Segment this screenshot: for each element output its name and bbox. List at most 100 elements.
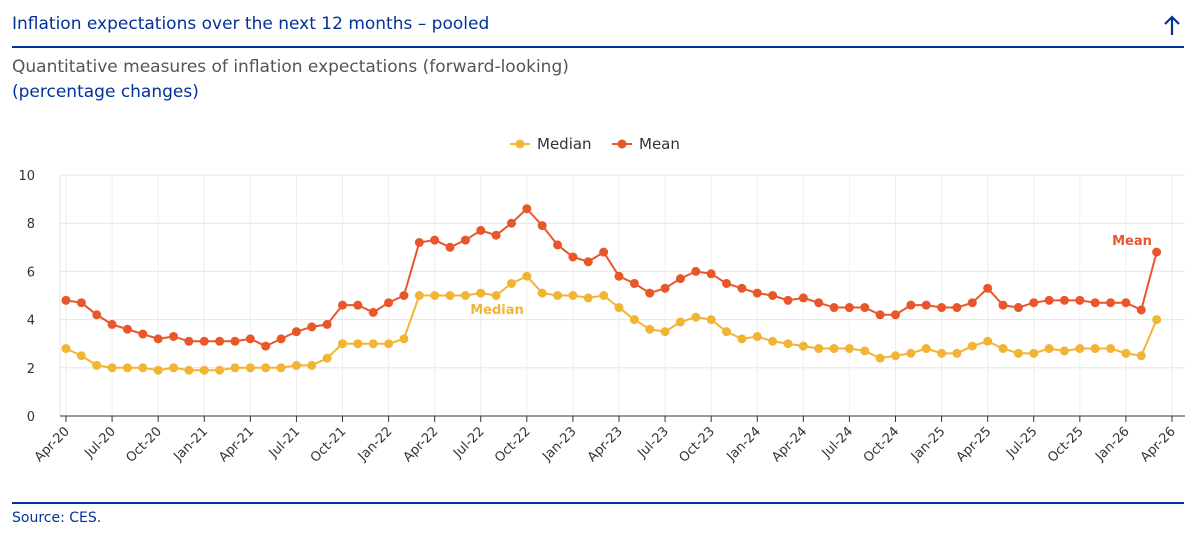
data-point — [645, 288, 655, 298]
x-tick-label: Jul-22 — [450, 424, 487, 461]
data-point — [952, 348, 962, 358]
data-point — [675, 274, 685, 284]
data-point — [983, 336, 993, 346]
data-point — [276, 334, 286, 344]
x-tick-label: Oct-22 — [492, 424, 534, 466]
data-point — [1136, 351, 1146, 361]
series-line — [65, 275, 1158, 372]
units: (percentage changes) — [12, 82, 199, 102]
data-point — [691, 266, 701, 276]
series-line — [65, 207, 1158, 348]
data-point — [92, 360, 102, 370]
data-point — [322, 353, 332, 363]
data-point — [199, 336, 209, 346]
x-tick-label: Jan-23 — [539, 424, 580, 465]
data-point — [875, 310, 885, 320]
data-point — [61, 295, 71, 305]
data-point — [568, 252, 578, 262]
data-point — [230, 336, 240, 346]
data-point — [906, 348, 916, 358]
data-point — [261, 341, 271, 351]
data-point — [844, 344, 854, 354]
data-point — [430, 235, 440, 245]
data-point — [230, 363, 240, 373]
data-point — [399, 291, 409, 300]
data-point — [860, 346, 870, 356]
data-point — [353, 300, 363, 310]
data-point — [107, 319, 117, 329]
data-point — [122, 324, 132, 334]
subtitle: Quantitative measures of inflation expec… — [12, 57, 569, 77]
data-point — [276, 363, 286, 373]
data-point — [245, 334, 255, 344]
data-point — [537, 288, 547, 298]
data-point — [737, 334, 747, 344]
data-point — [430, 291, 440, 300]
data-point — [860, 303, 870, 313]
x-tick-label: Apr-20 — [32, 424, 73, 465]
data-point — [768, 291, 778, 300]
data-point — [983, 283, 993, 293]
data-point — [491, 291, 501, 300]
data-point — [998, 344, 1008, 354]
data-point — [153, 334, 163, 344]
data-point — [783, 339, 793, 349]
data-point — [522, 204, 532, 214]
x-tick-label: Apr-23 — [585, 424, 626, 465]
x-tick-label: Jul-25 — [1003, 424, 1040, 461]
data-point — [568, 291, 578, 300]
x-tick-label: Jul-20 — [81, 424, 118, 461]
data-point — [537, 221, 547, 231]
data-point — [722, 327, 732, 337]
data-point — [61, 344, 71, 354]
x-tick-label: Apr-26 — [1138, 424, 1179, 465]
annotation: Median — [470, 303, 524, 318]
data-point — [506, 218, 516, 228]
data-point — [1029, 348, 1039, 358]
data-point — [1152, 247, 1162, 257]
data-point — [891, 310, 900, 320]
x-tick-label: Oct-21 — [308, 424, 350, 466]
data-point — [875, 353, 885, 363]
data-point — [460, 291, 470, 300]
data-point — [1013, 303, 1023, 313]
data-point — [1106, 298, 1116, 308]
x-tick-label: Oct-25 — [1045, 424, 1087, 466]
data-point — [353, 339, 363, 349]
collapse-icon[interactable] — [1160, 14, 1184, 38]
legend-marker — [617, 139, 627, 149]
data-point — [399, 334, 409, 344]
data-point — [476, 225, 486, 235]
data-point — [184, 336, 194, 346]
data-point — [937, 348, 947, 358]
data-point — [783, 295, 793, 305]
data-point — [768, 336, 778, 346]
data-point — [553, 291, 563, 300]
data-point — [629, 278, 639, 288]
data-point — [629, 315, 639, 325]
data-point — [798, 293, 808, 303]
data-point — [1059, 295, 1069, 305]
data-point — [706, 315, 716, 325]
data-point — [368, 307, 378, 317]
title: Inflation expectations over the next 12 … — [12, 14, 490, 34]
data-point — [675, 317, 685, 327]
x-tick-label: Oct-20 — [123, 424, 165, 466]
data-point — [169, 363, 179, 373]
x-tick-label: Apr-24 — [769, 424, 810, 465]
source: Source: CES. — [12, 510, 102, 526]
legend-marker — [515, 139, 525, 149]
data-point — [691, 312, 701, 322]
data-point — [614, 271, 624, 281]
data-point — [338, 339, 347, 349]
legend-label: Median — [537, 135, 592, 153]
data-point — [1044, 295, 1054, 305]
data-point — [307, 322, 317, 332]
data-point — [599, 291, 609, 300]
legend-label: Mean — [639, 135, 680, 153]
data-point — [445, 291, 455, 300]
data-point — [506, 278, 516, 288]
data-point — [1152, 315, 1162, 325]
data-point — [829, 303, 839, 313]
data-point — [752, 331, 762, 341]
